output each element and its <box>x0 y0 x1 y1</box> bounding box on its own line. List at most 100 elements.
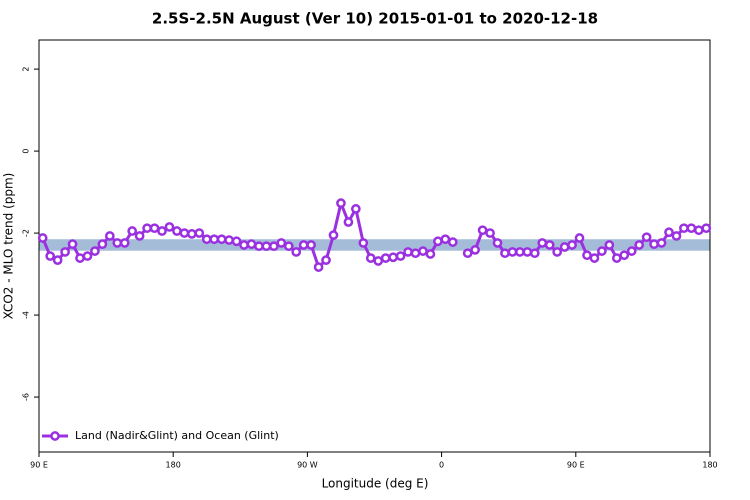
data-point <box>269 241 279 252</box>
data-point <box>701 223 712 234</box>
data-point <box>522 247 533 257</box>
data-point <box>45 251 56 261</box>
data-point <box>60 247 70 257</box>
data-point <box>365 253 376 263</box>
data-point <box>649 239 659 250</box>
data-point <box>641 232 652 243</box>
data-point <box>194 228 205 238</box>
data-point <box>656 238 667 248</box>
data-point <box>529 248 540 259</box>
legend-label: Land (Nadir&Glint) and Ocean (Glint) <box>75 429 279 442</box>
data-point <box>313 262 324 272</box>
data-point <box>485 228 495 238</box>
data-point <box>67 239 78 250</box>
data-point <box>686 223 697 234</box>
data-point <box>283 241 294 252</box>
data-point <box>611 253 622 263</box>
data-point <box>589 253 600 263</box>
data-point <box>142 223 152 234</box>
data-point <box>336 198 346 209</box>
data-point <box>351 204 361 214</box>
data-point <box>552 247 563 257</box>
plot-frame <box>38 39 711 453</box>
x-tick-label: 90 W <box>297 461 318 470</box>
data-point <box>224 235 234 245</box>
data-point <box>403 247 413 257</box>
data-point <box>276 238 287 248</box>
y-axis-label: XCO2 - MLO trend (ppm) <box>2 173 16 320</box>
data-point <box>209 234 220 245</box>
data-point <box>597 246 607 256</box>
data-point <box>52 255 63 265</box>
data-point <box>82 251 93 261</box>
data-point <box>515 247 525 257</box>
data-point <box>321 255 331 265</box>
data-point <box>239 240 249 250</box>
data-point <box>90 246 100 256</box>
x-tick-label: 180 <box>702 461 717 470</box>
x-tick-label: 90 E <box>567 461 585 470</box>
data-point <box>604 240 615 250</box>
data-point <box>507 247 518 257</box>
data-point <box>134 231 145 241</box>
data-point <box>492 238 503 248</box>
y-tick-label: -6 <box>22 393 31 401</box>
data-point <box>671 231 682 241</box>
reference-band <box>39 239 710 251</box>
data-point <box>433 236 443 247</box>
data-point <box>328 230 339 240</box>
x-tick-label: 90 E <box>30 461 48 470</box>
data-point <box>246 239 257 250</box>
legend-marker <box>50 431 60 441</box>
data-point <box>559 242 570 252</box>
data-point <box>626 246 637 256</box>
data-point <box>388 252 398 263</box>
data-point <box>37 233 48 243</box>
data-point <box>254 241 264 252</box>
data-point <box>164 222 175 232</box>
data-point <box>634 240 645 250</box>
data-point <box>679 223 689 234</box>
data-point <box>231 236 242 247</box>
data-point <box>447 237 458 247</box>
data-point <box>306 240 316 250</box>
y-tick-label: 2 <box>22 67 31 72</box>
x-tick-label: 180 <box>166 461 181 470</box>
data-point <box>582 250 592 261</box>
data-point <box>75 253 85 263</box>
data-point <box>410 248 421 259</box>
y-tick-label: -2 <box>22 229 31 237</box>
data-point <box>127 226 138 236</box>
data-point <box>104 231 115 241</box>
data-point <box>574 233 585 243</box>
data-point <box>500 248 510 259</box>
data-point <box>425 249 436 259</box>
data-point <box>664 227 674 238</box>
data-point <box>380 253 391 263</box>
data-point <box>567 240 577 250</box>
data-point <box>216 234 227 245</box>
data-point <box>358 238 369 248</box>
y-tick-label: 0 <box>22 149 31 154</box>
data-point <box>537 238 548 248</box>
data-point <box>186 229 197 239</box>
data-point <box>291 247 302 257</box>
data-point <box>97 239 108 250</box>
data-point <box>395 251 406 261</box>
data-point <box>298 240 309 250</box>
data-point <box>440 234 451 245</box>
data-point <box>119 238 130 248</box>
data-point <box>172 226 182 236</box>
data-point <box>693 225 704 236</box>
x-tick-label: 0 <box>439 461 444 470</box>
data-point <box>343 217 354 227</box>
x-axis-label: Longitude (deg E) <box>322 477 429 491</box>
data-point <box>544 240 555 250</box>
data-point <box>373 256 384 266</box>
data-point <box>619 250 630 261</box>
data-point <box>462 248 473 259</box>
data-point <box>149 223 160 234</box>
data-point <box>418 246 428 256</box>
chart-title: 2.5S-2.5N August (Ver 10) 2015-01-01 to … <box>152 10 598 28</box>
